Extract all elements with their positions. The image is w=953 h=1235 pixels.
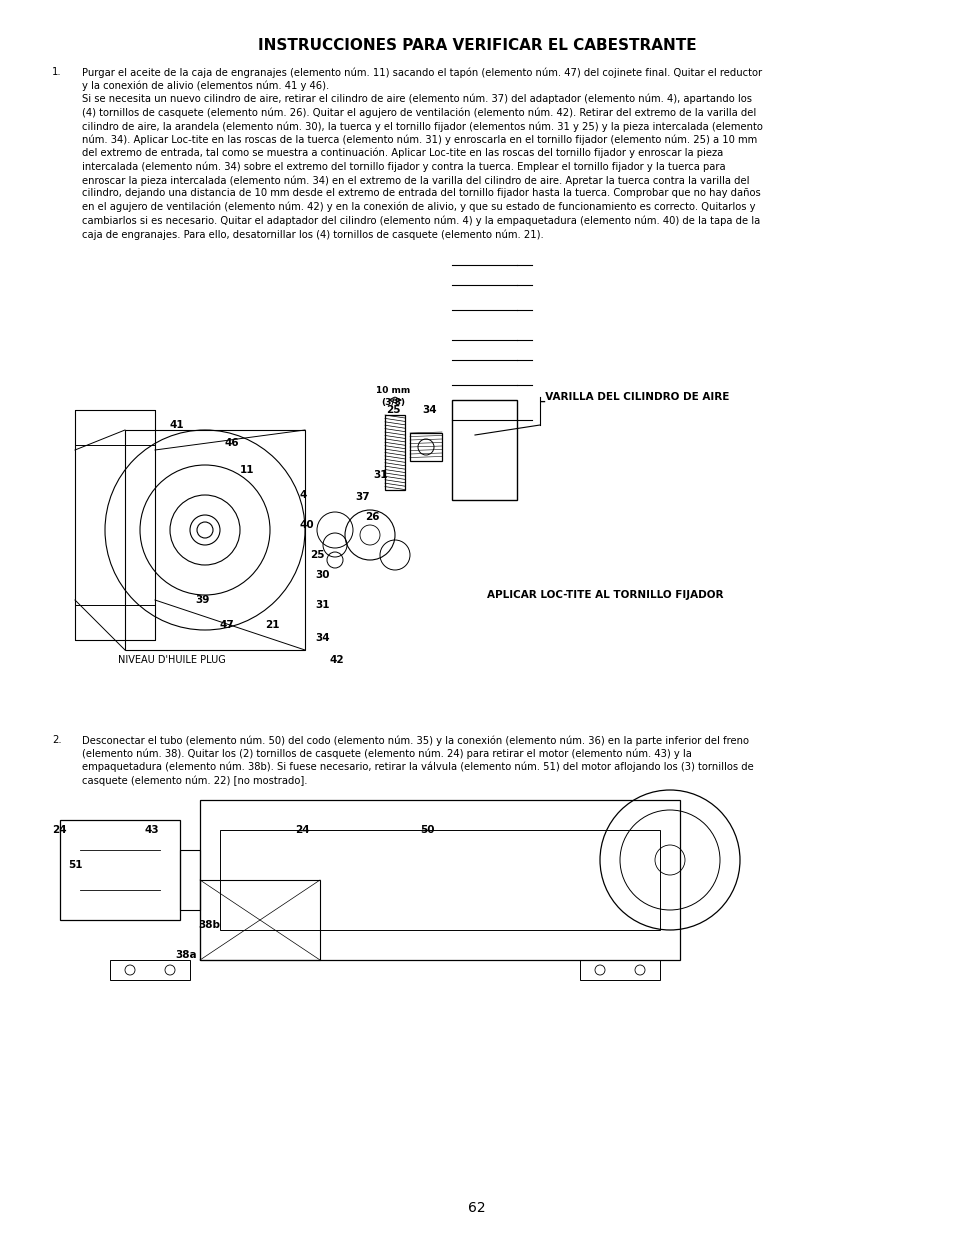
Bar	[452, 400, 517, 500]
Text: cilindro, dejando una distancia de 10 mm desde el extremo de entrada del tornill: cilindro, dejando una distancia de 10 mm…	[82, 189, 760, 199]
Text: cilindro de aire, la arandela (elemento núm. 30), la tuerca y el tornillo fijado: cilindro de aire, la arandela (elemento …	[82, 121, 762, 131]
Bar	[410, 433, 441, 461]
Text: 40: 40	[299, 520, 314, 530]
Text: 34: 34	[314, 634, 330, 643]
Text: núm. 34). Aplicar Loc-tite en las roscas de la tuerca (elemento núm. 31) y enros: núm. 34). Aplicar Loc-tite en las roscas…	[82, 135, 757, 144]
Text: (4) tornillos de casquete (elemento núm. 26). Quitar el agujero de ventilación (: (4) tornillos de casquete (elemento núm.…	[82, 107, 756, 119]
Bar	[579, 960, 659, 981]
Text: 31: 31	[314, 600, 329, 610]
Text: 50: 50	[419, 825, 434, 835]
Text: 38b: 38b	[198, 920, 220, 930]
Text: cambiarlos si es necesario. Quitar el adaptador del cilindro (elemento núm. 4) y: cambiarlos si es necesario. Quitar el ad…	[82, 215, 760, 226]
Text: INSTRUCCIONES PARA VERIFICAR EL CABESTRANTE: INSTRUCCIONES PARA VERIFICAR EL CABESTRA…	[257, 38, 696, 53]
Text: 31: 31	[373, 471, 387, 480]
Text: 39: 39	[194, 595, 209, 605]
Text: y la conexión de alivio (elementos núm. 41 y 46).: y la conexión de alivio (elementos núm. …	[82, 80, 329, 91]
Text: 21: 21	[265, 620, 279, 630]
Bar	[220, 830, 659, 930]
Text: 30: 30	[314, 571, 329, 580]
Text: 42: 42	[330, 655, 344, 664]
Text: 24: 24	[294, 825, 310, 835]
Text: 11: 11	[240, 466, 254, 475]
Bar	[60, 820, 180, 920]
Text: 41: 41	[170, 420, 185, 430]
Text: 62: 62	[468, 1200, 485, 1215]
Text: enroscar la pieza intercalada (elemento núm. 34) en el extremo de la varilla del: enroscar la pieza intercalada (elemento …	[82, 175, 749, 185]
Bar	[125, 430, 305, 650]
Text: casquete (elemento núm. 22) [no mostrado].: casquete (elemento núm. 22) [no mostrado…	[82, 776, 307, 785]
Text: en el agujero de ventilación (elemento núm. 42) y en la conexión de alivio, y qu: en el agujero de ventilación (elemento n…	[82, 203, 755, 212]
Text: Si se necesita un nuevo cilindro de aire, retirar el cilindro de aire (elemento : Si se necesita un nuevo cilindro de aire…	[82, 94, 751, 105]
Text: (3/8): (3/8)	[380, 398, 405, 408]
Text: Desconectar el tubo (elemento núm. 50) del codo (elemento núm. 35) y la conexión: Desconectar el tubo (elemento núm. 50) d…	[82, 735, 748, 746]
Text: empaquetadura (elemento núm. 38b). Si fuese necesario, retirar la válvula (eleme: empaquetadura (elemento núm. 38b). Si fu…	[82, 762, 753, 773]
Text: 4: 4	[299, 490, 307, 500]
Text: 47: 47	[220, 620, 234, 630]
Text: del extremo de entrada, tal como se muestra a continuación. Aplicar Loc-tite en : del extremo de entrada, tal como se mues…	[82, 148, 722, 158]
Text: 37: 37	[355, 492, 369, 501]
Text: APLICAR LOC-TITE AL TORNILLO FIJADOR: APLICAR LOC-TITE AL TORNILLO FIJADOR	[486, 590, 722, 600]
Text: 10 mm: 10 mm	[375, 387, 410, 395]
Text: 43: 43	[145, 825, 159, 835]
Text: _VARILLA DEL CILINDRO DE AIRE: _VARILLA DEL CILINDRO DE AIRE	[539, 391, 729, 403]
Text: 51: 51	[68, 860, 82, 869]
Text: 34: 34	[422, 405, 436, 415]
Text: 25: 25	[310, 550, 324, 559]
Text: 38a: 38a	[174, 950, 196, 960]
Bar	[75, 410, 154, 640]
Text: intercalada (elemento núm. 34) sobre el extremo del tornillo fijador y contra la: intercalada (elemento núm. 34) sobre el …	[82, 162, 725, 172]
Text: 46: 46	[225, 438, 239, 448]
Bar	[200, 881, 319, 960]
Text: caja de engranajes. Para ello, desatornillar los (4) tornillos de casquete (elem: caja de engranajes. Para ello, desatorni…	[82, 228, 543, 240]
Text: Purgar el aceite de la caja de engranajes (elemento núm. 11) sacando el tapón (e: Purgar el aceite de la caja de engranaje…	[82, 67, 761, 78]
Bar	[385, 415, 405, 490]
Text: 25: 25	[385, 405, 400, 415]
Text: 1.: 1.	[52, 67, 62, 77]
Bar	[110, 960, 190, 981]
Bar	[180, 850, 200, 910]
Text: 24: 24	[52, 825, 67, 835]
Text: 26: 26	[365, 513, 379, 522]
Text: NIVEAU D'HUILE PLUG: NIVEAU D'HUILE PLUG	[118, 655, 226, 664]
Bar	[200, 800, 679, 960]
Text: (elemento núm. 38). Quitar los (2) tornillos de casquete (elemento núm. 24) para: (elemento núm. 38). Quitar los (2) torni…	[82, 748, 691, 760]
Text: 2.: 2.	[52, 735, 62, 745]
